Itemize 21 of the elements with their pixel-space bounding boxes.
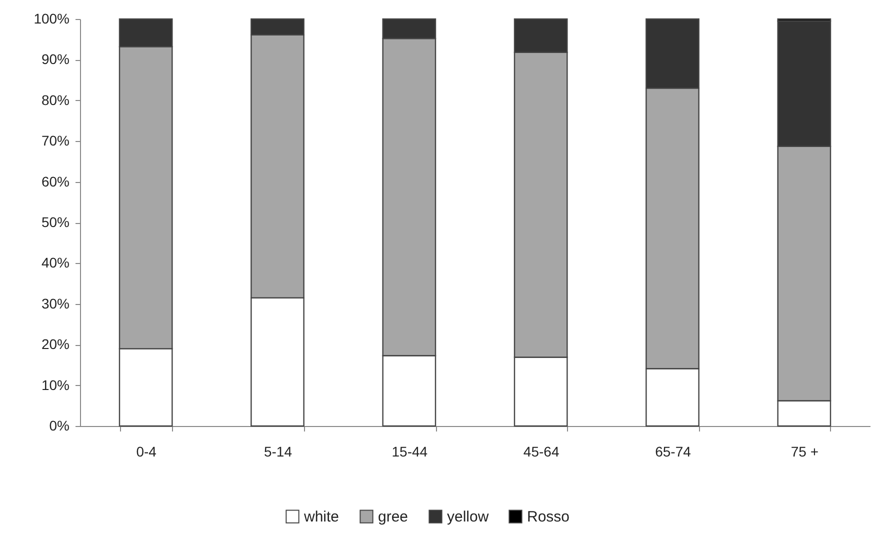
y-tick-label: 10%: [41, 376, 70, 393]
y-tick-label: 50%: [41, 214, 70, 230]
y-tick-label: 90%: [41, 51, 70, 68]
x-tick-label: 45-64: [523, 444, 560, 460]
x-tick-label: 15-44: [392, 444, 428, 460]
legend-label: Rosso: [527, 508, 570, 526]
y-tick-label: 100%: [34, 10, 70, 26]
legend-label: gree: [378, 508, 408, 526]
legend-label: white: [303, 508, 340, 526]
y-tick-label: 30%: [41, 295, 70, 312]
y-tick-label: 0%: [49, 418, 70, 434]
x-tick-label: 65-74: [655, 444, 692, 460]
y-tick-label: 60%: [41, 173, 70, 190]
y-tick-label: 80%: [41, 92, 70, 108]
y-tick-label: 40%: [41, 254, 70, 271]
y-tick-label: 20%: [41, 336, 70, 352]
x-tick-label: 5-14: [264, 444, 292, 460]
x-tick-label: 75 +: [790, 444, 818, 460]
y-tick-label: 70%: [41, 132, 70, 149]
legend-label: yellow: [447, 508, 489, 526]
x-tick-label: 0-4: [136, 444, 157, 460]
